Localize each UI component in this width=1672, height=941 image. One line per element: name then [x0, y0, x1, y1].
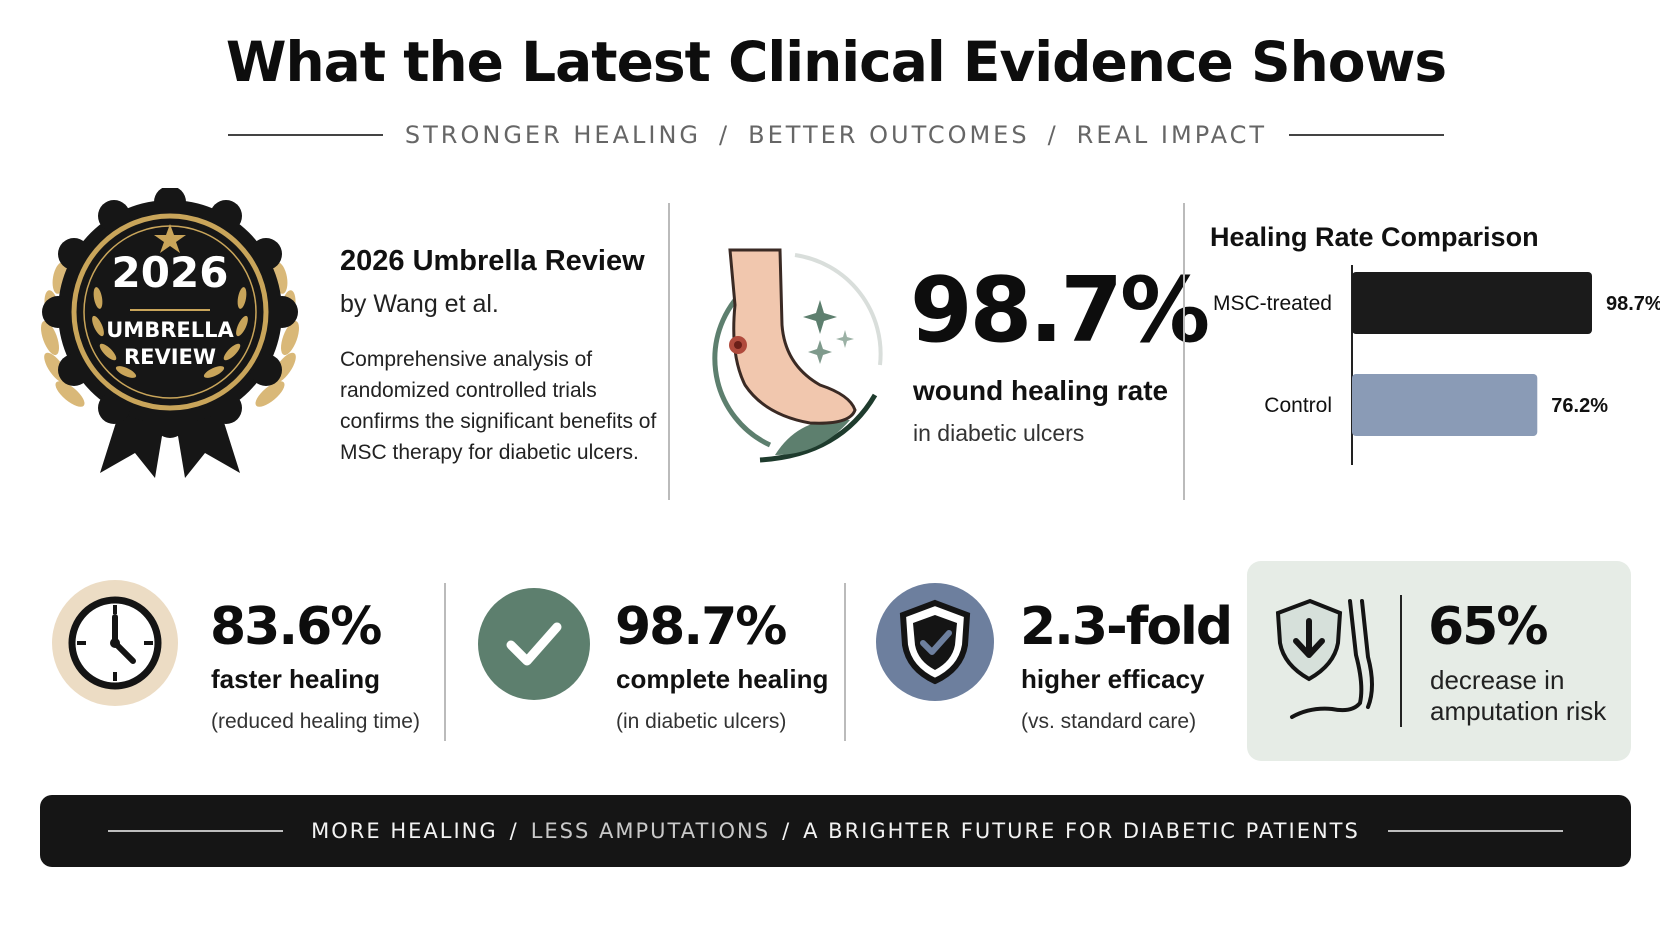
footer-separator: / — [509, 819, 519, 843]
chart-category-label: MSC-treated — [1213, 292, 1332, 315]
review-heading: 2026 Umbrella Review — [340, 245, 645, 277]
amputation-label-line-2: amputation risk — [1430, 696, 1607, 726]
subtitle-part-2: BETTER OUTCOMES — [748, 121, 1030, 149]
subtitle-separator: / — [719, 121, 731, 149]
badge-year: 2026 — [111, 248, 229, 297]
stat-value: 98.7% — [615, 597, 787, 657]
subtitle-part-3: REAL IMPACT — [1076, 121, 1268, 149]
footer-part-1: MORE HEALING — [311, 819, 498, 843]
stat-value: 2.3-fold — [1020, 597, 1233, 657]
wound-healing-value: 98.7% — [910, 258, 1210, 363]
subtitle-text: STRONGER HEALING / BETTER OUTCOMES / REAL IM… — [405, 121, 1267, 149]
wound-healing-label: wound healing rate — [913, 375, 1169, 406]
footer-divider-left — [108, 830, 284, 832]
stat-sub: (vs. standard care) — [1021, 710, 1197, 733]
review-byline: by Wang et al. — [340, 290, 499, 318]
chart-title: Healing Rate Comparison — [1210, 222, 1539, 252]
divider — [1183, 203, 1185, 500]
footer-part-3: A BRIGHTER FUTURE FOR DIABETIC PATIENTS — [803, 819, 1360, 843]
amputation-label-line-1: decrease in — [1430, 665, 1565, 695]
stat-label: faster healing — [211, 664, 381, 694]
page-title: What the Latest Clinical Evidence Shows — [225, 30, 1447, 94]
clock-icon — [52, 580, 178, 706]
footer-divider-right — [1387, 830, 1563, 832]
footer-banner: MORE HEALING / LESS AMPUTATIONS / A BRIGHTER… — [40, 795, 1631, 867]
subtitle-part-1: STRONGER HEALING — [404, 121, 702, 149]
shield-check-icon — [876, 583, 994, 701]
umbrella-review-badge: 2026 UMBRELLA REVIEW — [30, 186, 310, 478]
checkmark-icon — [478, 588, 590, 700]
foot-illustration-icon — [690, 245, 900, 470]
stat-sub: (in diabetic ulcers) — [616, 710, 787, 733]
subtitle-divider-left — [227, 134, 383, 136]
footer-separator: / — [782, 819, 792, 843]
shield-foot-icon — [1272, 595, 1382, 725]
stat-label: higher efficacy — [1021, 664, 1205, 694]
footer-text: MORE HEALING / LESS AMPUTATIONS / A BRIGHTER… — [311, 819, 1360, 843]
divider — [844, 583, 846, 741]
stat-value: 83.6% — [210, 597, 382, 657]
chart-value-label: 76.2% — [1551, 395, 1608, 417]
stat-label: complete healing — [616, 664, 829, 694]
divider — [1400, 595, 1402, 727]
badge-line-2: REVIEW — [123, 345, 217, 369]
chart-category-label: Control — [1264, 394, 1332, 417]
stat-sub: (reduced healing time) — [211, 710, 420, 733]
wound-healing-sub: in diabetic ulcers — [913, 420, 1085, 446]
healing-rate-chart: MSC-treated 98.7% Control 76.2% — [1200, 265, 1663, 495]
footer-part-2: LESS AMPUTATIONS — [530, 819, 771, 843]
badge-line-1: UMBRELLA — [106, 318, 234, 342]
chart-bar-control — [1352, 374, 1538, 436]
amputation-value: 65% — [1428, 597, 1548, 657]
subtitle-divider-right — [1289, 134, 1445, 136]
chart-value-label: 98.7% — [1606, 293, 1660, 315]
divider — [668, 203, 670, 500]
review-body: Comprehensive analysis of randomized con… — [340, 348, 657, 464]
subtitle: STRONGER HEALING / BETTER OUTCOMES / REAL IM… — [0, 120, 1672, 150]
divider — [444, 583, 446, 741]
chart-bar-msc-treated — [1352, 272, 1592, 334]
subtitle-separator: / — [1047, 121, 1059, 149]
